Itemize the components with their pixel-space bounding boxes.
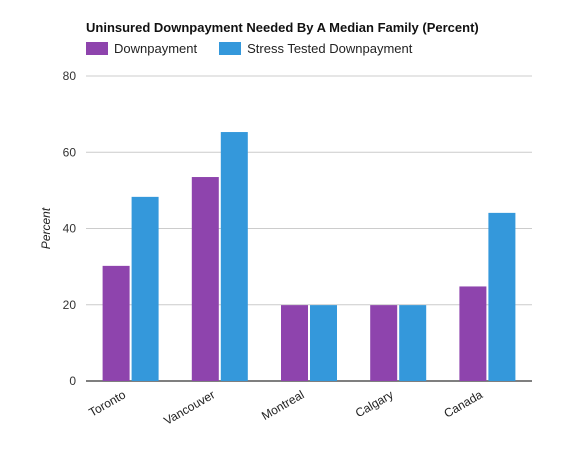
x-axis-categories: Toronto Vancouver Montreal Calgary Canada [86,387,485,428]
x-category-label: Calgary [353,387,396,420]
bar-canada-downpayment [459,286,487,381]
x-category-label: Vancouver [161,387,217,427]
x-category-label: Montreal [259,387,306,422]
legend-item-stress-tested: Stress Tested Downpayment [219,41,412,56]
bar-toronto-downpayment [102,265,130,381]
bar-toronto-stress-tested [131,196,159,381]
x-category-label: Canada [441,387,485,420]
x-category-label: Toronto [86,387,128,419]
chart-title: Uninsured Downpayment Needed By A Median… [86,20,479,35]
y-tick-label: 60 [63,145,77,159]
y-tick-label: 20 [63,298,77,312]
y-axis-label: Percent [39,207,53,249]
bar-calgary-downpayment [370,305,398,381]
bar-calgary-stress-tested [399,305,427,381]
gridlines [86,75,532,382]
bar-vancouver-stress-tested [220,132,248,381]
bar-montreal-downpayment [281,305,308,381]
bar-vancouver-downpayment [191,177,219,381]
bar-canada-stress-tested [488,212,516,381]
legend-label-downpayment: Downpayment [114,41,198,56]
y-tick-label: 80 [63,69,77,83]
bars [102,132,516,381]
chart-legend: Downpayment Stress Tested Downpayment [86,41,434,56]
legend-label-stress-tested: Stress Tested Downpayment [247,41,413,56]
y-tick-label: 0 [69,374,76,388]
legend-swatch-stress-tested [219,42,242,55]
bar-montreal-stress-tested [310,305,337,381]
y-axis-ticks: 0 20 40 60 80 [63,69,77,388]
legend-swatch-downpayment [86,42,108,55]
y-tick-label: 40 [63,222,77,236]
legend-item-downpayment: Downpayment [86,41,197,56]
